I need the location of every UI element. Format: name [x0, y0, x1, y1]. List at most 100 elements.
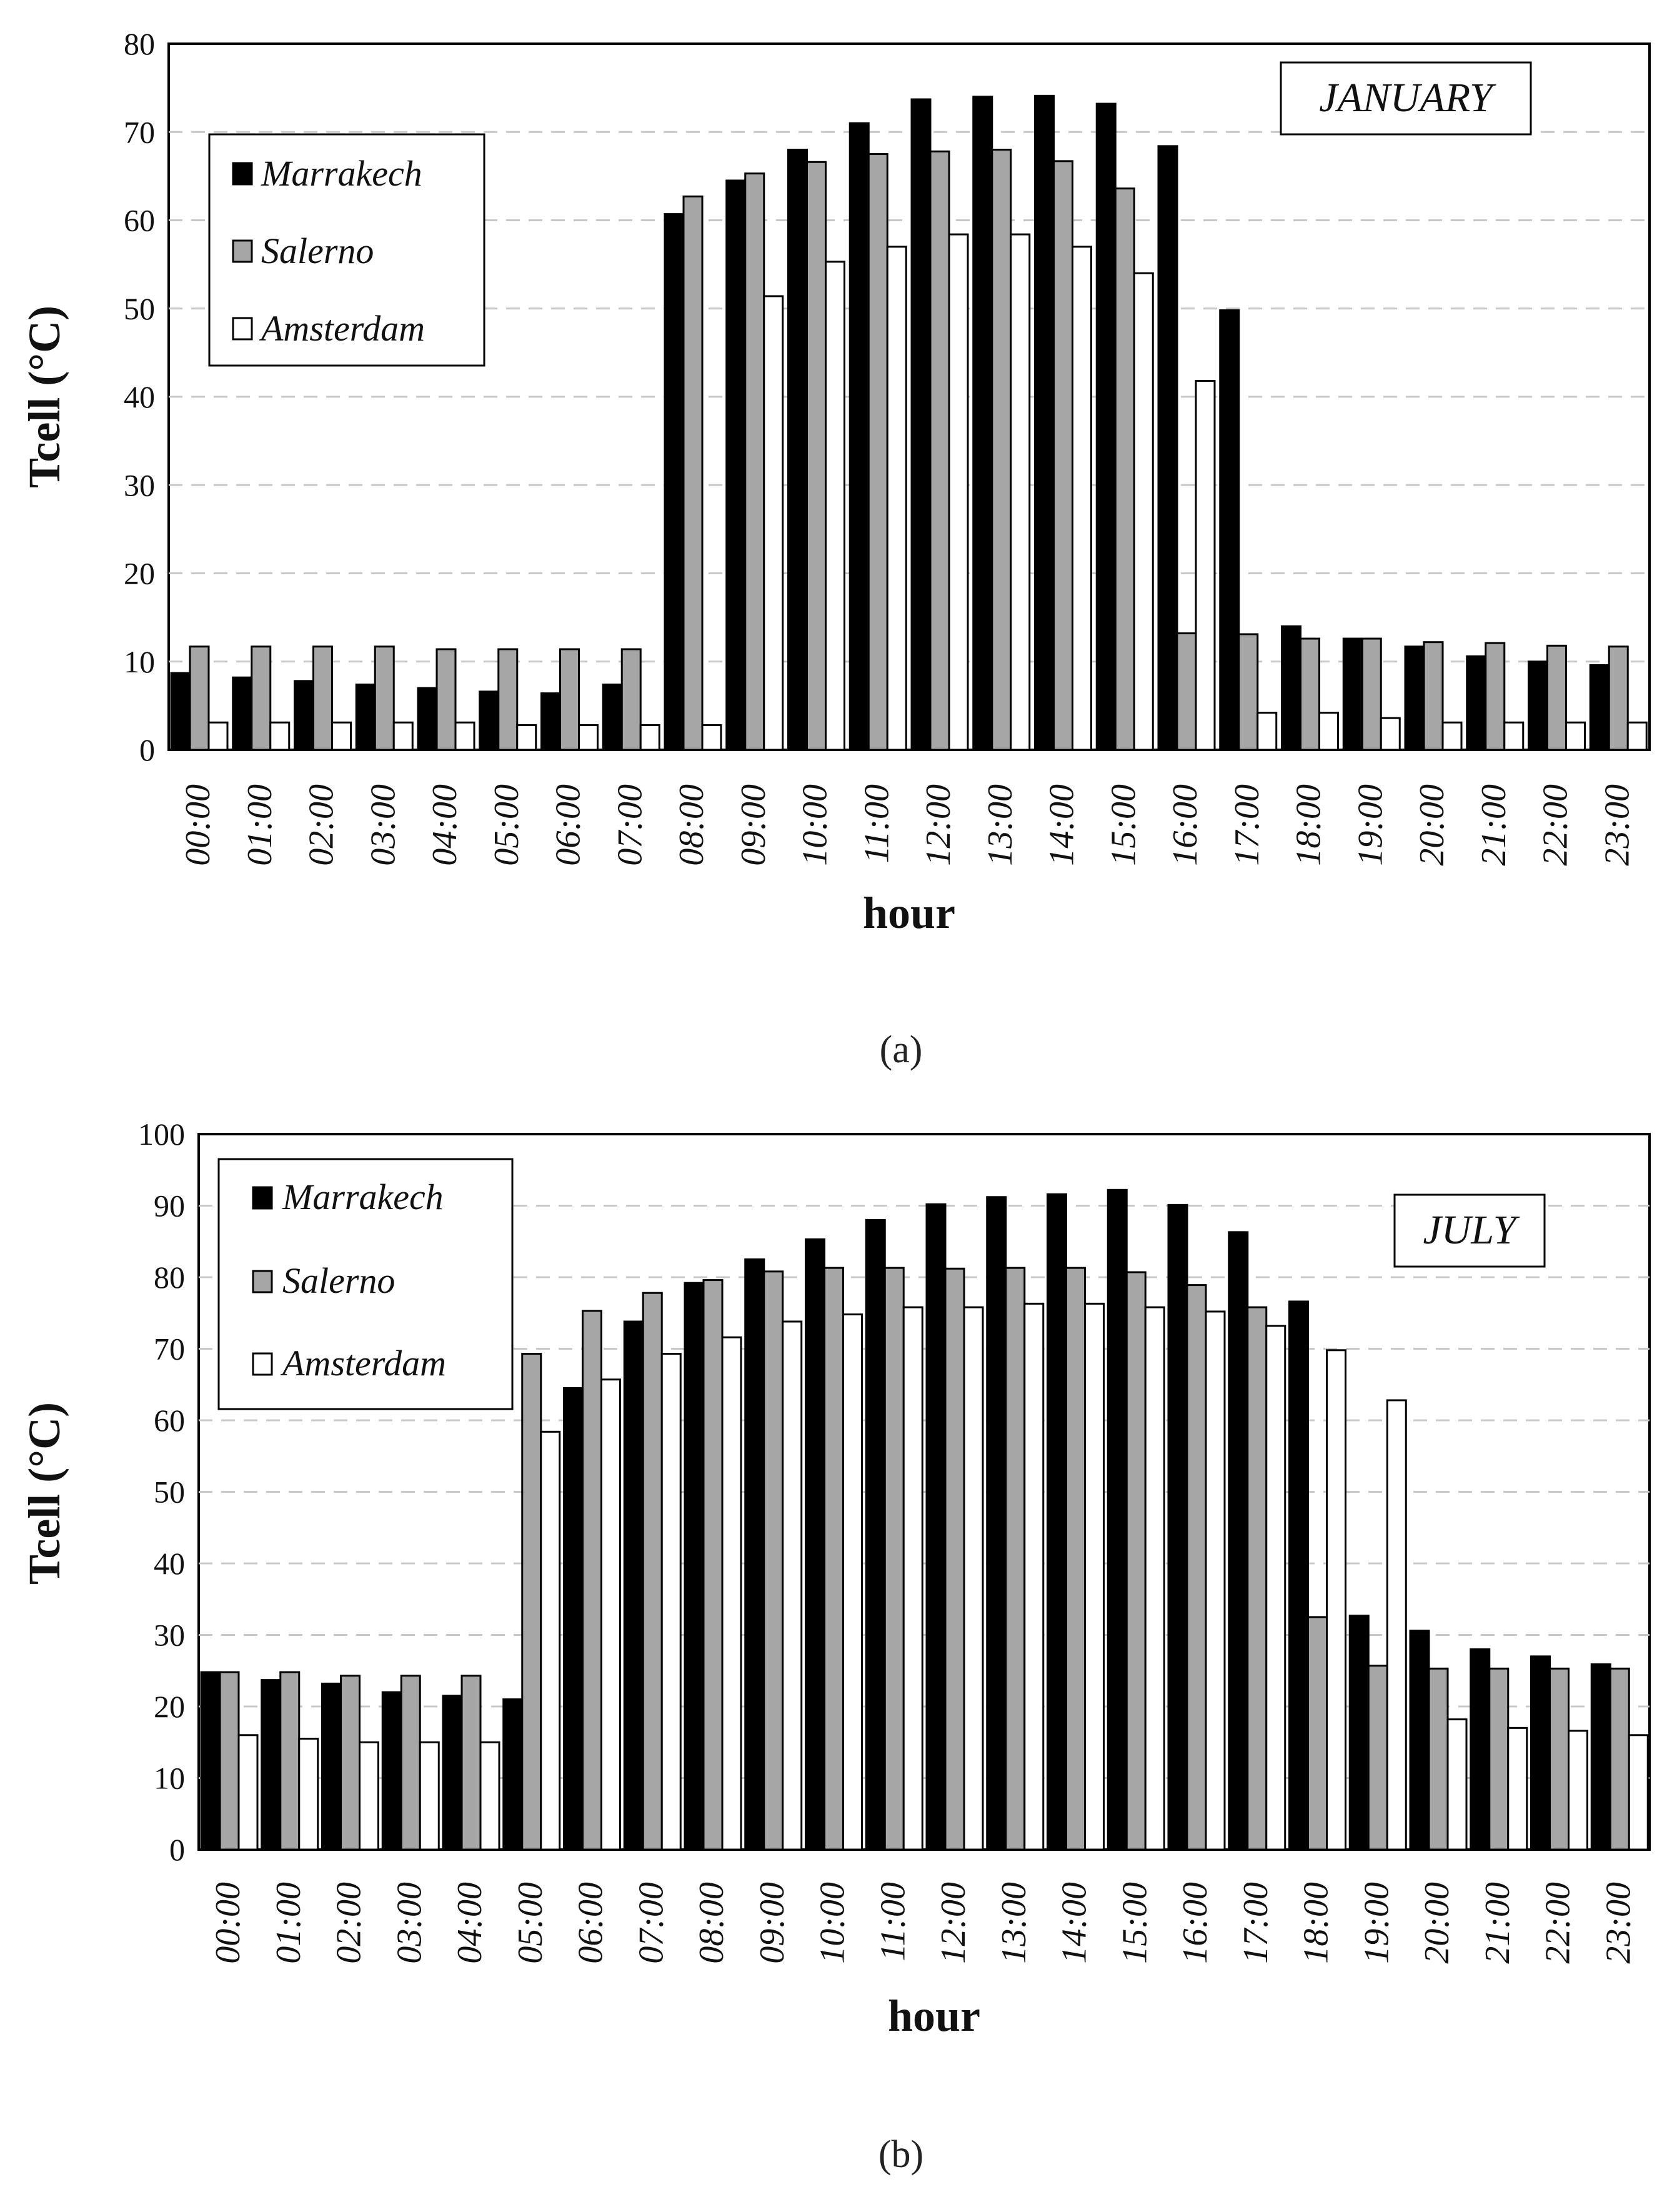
bar-salerno-1200: [944, 1267, 965, 1851]
bar-marrakech-1300: [972, 96, 993, 751]
bar-marrakech-0600: [540, 692, 561, 751]
x-tick-label: 09:00: [753, 1882, 792, 1964]
bar-amsterdam-0000: [207, 721, 229, 751]
x-tick-label: 17:00: [1237, 1882, 1275, 1964]
bar-marrakech-0700: [623, 1320, 644, 1851]
bar-marrakech-2200: [1528, 660, 1548, 751]
y-tick-label: 80: [124, 26, 155, 61]
bar-marrakech-1500: [1095, 102, 1117, 751]
legend-january: Marrakech Salerno Amsterdam: [208, 133, 485, 367]
bar-marrakech-1000: [805, 1238, 825, 1851]
bar-amsterdam-0800: [721, 1336, 742, 1851]
caption-a: (a): [880, 1029, 923, 1071]
x-tick-label: 11:00: [857, 784, 896, 864]
bar-amsterdam-1100: [886, 246, 907, 751]
x-tick-label: 21:00: [1475, 784, 1513, 866]
bar-salerno-1500: [1114, 187, 1135, 751]
x-tick-label: 20:00: [1418, 1882, 1456, 1964]
bar-amsterdam-0200: [359, 1741, 379, 1851]
y-tick-label: 50: [124, 291, 155, 326]
bar-marrakech-1500: [1107, 1188, 1128, 1851]
x-tick-label: 06:00: [549, 784, 588, 866]
bar-salerno-0400: [435, 648, 457, 751]
x-tick-label: 16:00: [1176, 1882, 1215, 1964]
bar-amsterdam-2000: [1441, 721, 1463, 751]
legend-label-salerno: Salerno: [261, 231, 374, 271]
y-tick-label: 30: [124, 467, 155, 502]
bar-salerno-1900: [1367, 1665, 1388, 1851]
bar-amsterdam-2100: [1507, 1726, 1528, 1851]
x-tick-label: 05:00: [487, 784, 526, 866]
bar-amsterdam-1400: [1084, 1302, 1105, 1851]
bar-amsterdam-1800: [1326, 1349, 1346, 1851]
gridlines-july: [199, 1205, 1650, 1779]
y-tick-label: 20: [124, 556, 155, 591]
y-tick-label: 20: [154, 1689, 185, 1724]
bar-amsterdam-0600: [578, 724, 599, 751]
x-tick-label: 04:00: [425, 784, 464, 866]
x-tick-label: 15:00: [1115, 1882, 1154, 1964]
bar-amsterdam-2300: [1628, 1734, 1649, 1851]
bar-amsterdam-2100: [1503, 721, 1525, 751]
month-badge-july: JULY: [1393, 1193, 1546, 1268]
bar-marrakech-2000: [1409, 1630, 1430, 1851]
bar-marrakech-0300: [355, 683, 376, 751]
y-axis-title-july: Tcell (°C): [19, 1402, 69, 1585]
x-tick-label: 12:00: [919, 784, 958, 866]
y-tick-label: 0: [169, 1832, 185, 1867]
bar-amsterdam-2200: [1565, 721, 1586, 751]
bar-salerno-0200: [340, 1675, 361, 1851]
bar-marrakech-0900: [744, 1258, 765, 1851]
bars-january: [170, 94, 1648, 751]
legend-july: Marrakech Salerno Amsterdam: [217, 1158, 514, 1410]
bar-marrakech-1900: [1348, 1615, 1370, 1851]
bar-amsterdam-1000: [842, 1313, 863, 1851]
x-tick-label: 05:00: [511, 1882, 550, 1964]
bar-amsterdam-0300: [392, 721, 414, 751]
bar-marrakech-1800: [1281, 625, 1301, 751]
bar-salerno-1000: [806, 161, 827, 751]
y-tick-label: 10: [124, 644, 155, 679]
bar-salerno-1600: [1176, 632, 1197, 751]
x-tick-label: 19:00: [1351, 784, 1390, 866]
x-tick-label: 15:00: [1104, 784, 1143, 866]
bar-marrakech-1400: [1047, 1193, 1067, 1851]
y-tick-label: 70: [124, 114, 155, 149]
bar-salerno-1200: [929, 150, 950, 751]
bar-amsterdam-0900: [782, 1320, 803, 1851]
x-axis-title-july: hour: [888, 1991, 980, 2041]
bar-amsterdam-1600: [1205, 1310, 1226, 1851]
bar-marrakech-0300: [381, 1691, 402, 1851]
bar-salerno-0000: [189, 645, 210, 751]
bar-salerno-0700: [642, 1292, 663, 1851]
bar-marrakech-1700: [1219, 309, 1240, 751]
legend-swatch-marrakech: [252, 1186, 273, 1210]
bar-salerno-1800: [1307, 1616, 1328, 1851]
month-box-july: [1393, 1193, 1546, 1268]
bar-amsterdam-1300: [1023, 1302, 1045, 1851]
bar-salerno-1400: [1065, 1267, 1086, 1851]
x-tick-label: 21:00: [1478, 1882, 1517, 1964]
chart-january: 0 10 20 30 40 50 60 70 80 00:00 01:00 02:00 03:00 04…: [19, 26, 1651, 1071]
caption-b: (b): [878, 2133, 923, 2176]
bar-marrakech-2000: [1404, 645, 1425, 751]
y-tick-label: 0: [139, 732, 155, 767]
bar-salerno-0300: [374, 645, 395, 751]
bar-marrakech-0500: [479, 690, 500, 751]
bar-marrakech-0500: [502, 1698, 524, 1851]
x-tick-label: 07:00: [632, 1882, 670, 1964]
bar-marrakech-2200: [1530, 1655, 1551, 1851]
bar-amsterdam-0000: [237, 1734, 259, 1851]
bar-marrakech-1600: [1157, 145, 1178, 751]
month-badge-january: JANUARY: [1280, 61, 1532, 136]
bar-marrakech-1900: [1342, 637, 1363, 751]
x-tick-label: 22:00: [1539, 1882, 1578, 1964]
bar-amsterdam-0500: [540, 1430, 561, 1851]
bar-salerno-0900: [763, 1270, 784, 1851]
month-label-july: JULY: [1423, 1207, 1520, 1253]
legend-swatch-marrakech: [232, 162, 253, 186]
bar-salerno-1900: [1361, 637, 1382, 751]
bar-amsterdam-0700: [660, 1353, 682, 1851]
x-tick-label: 17:00: [1228, 784, 1266, 866]
